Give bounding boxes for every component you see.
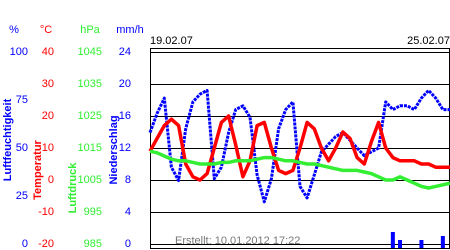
- series-line: [148, 88, 450, 204]
- y-tick-label: 0: [22, 238, 28, 250]
- y-tick-label: 100: [10, 46, 28, 58]
- y-tick-label: 16: [119, 110, 131, 122]
- date-label: 19.02.07: [150, 35, 193, 47]
- y-tick-label: 24: [119, 46, 131, 58]
- y-tick-label: 75: [16, 94, 28, 106]
- y-tick-label: 985: [84, 238, 102, 250]
- footer: Erstellt: 10.01.2012 17:22: [175, 235, 300, 247]
- axis-title: Luftdruck: [67, 162, 79, 214]
- axis-unit: mm/h: [116, 24, 144, 36]
- axis-title: Luftfeuchtigkeit: [2, 98, 14, 181]
- y-tick-label: 1005: [78, 174, 102, 186]
- y-tick-label: 8: [125, 174, 131, 186]
- precip-bar: [419, 240, 424, 248]
- y-tick-label: 20: [119, 78, 131, 90]
- y-tick-label: 25: [16, 190, 28, 202]
- y-tick-label: -20: [38, 238, 54, 250]
- axis-unit: °C: [40, 24, 52, 36]
- y-tick-label: 40: [42, 46, 54, 58]
- y-tick-label: 0: [48, 174, 54, 186]
- y-tick-label: 10: [42, 142, 54, 154]
- axis-unit: hPa: [80, 24, 100, 36]
- series-line: [149, 149, 450, 190]
- y-tick-label: -10: [38, 206, 54, 218]
- y-tick-label: 1045: [78, 46, 102, 58]
- precip-bar: [398, 240, 402, 248]
- y-tick-label: 1025: [78, 110, 102, 122]
- y-tick-label: 1035: [78, 78, 102, 90]
- y-tick-label: 12: [119, 142, 131, 154]
- y-tick-label: 0: [125, 238, 131, 250]
- y-tick-label: 995: [84, 206, 102, 218]
- date-label: 25.02.07: [407, 35, 450, 47]
- axis-title: Niederschlag: [108, 115, 120, 184]
- y-tick-label: 50: [16, 142, 28, 154]
- y-tick-label: 1015: [78, 142, 102, 154]
- y-tick-label: 30: [42, 78, 54, 90]
- y-tick-label: 20: [42, 110, 54, 122]
- series-line: [148, 114, 450, 182]
- precip-bar: [390, 232, 395, 248]
- axis-unit: %: [9, 24, 19, 36]
- y-tick-label: 4: [125, 206, 131, 218]
- axis-title: Temperatur: [32, 139, 44, 199]
- precip-bar: [440, 236, 445, 248]
